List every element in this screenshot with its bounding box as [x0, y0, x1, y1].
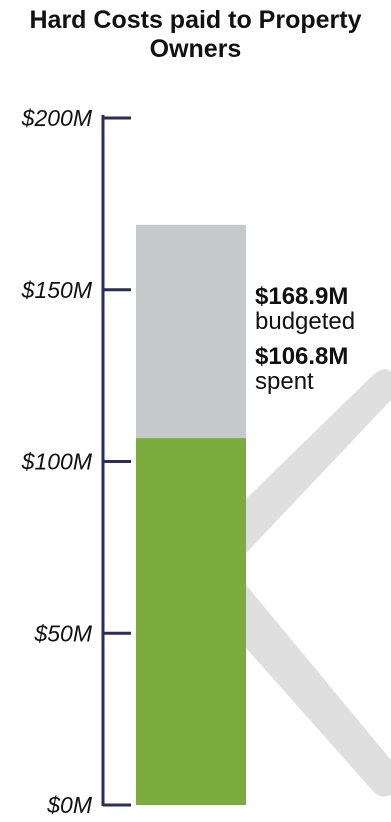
y-tick-label: $50M — [33, 620, 92, 646]
spent-label: spent — [255, 368, 314, 395]
y-tick-label: $0M — [46, 792, 93, 818]
budgeted-annotation: $168.9M budgeted — [255, 284, 355, 334]
spent-value: $106.8M — [255, 343, 349, 370]
y-tick-label: $100M — [21, 449, 93, 475]
bar-spent — [136, 438, 246, 805]
budgeted-value: $168.9M — [255, 283, 349, 310]
spent-annotation: $106.8M spent — [255, 344, 348, 394]
chart-title: Hard Costs paid to Property Owners — [29, 6, 362, 63]
y-tick-label: $200M — [21, 105, 93, 131]
y-tick-label: $150M — [21, 277, 93, 303]
budgeted-label: budgeted — [255, 308, 356, 335]
